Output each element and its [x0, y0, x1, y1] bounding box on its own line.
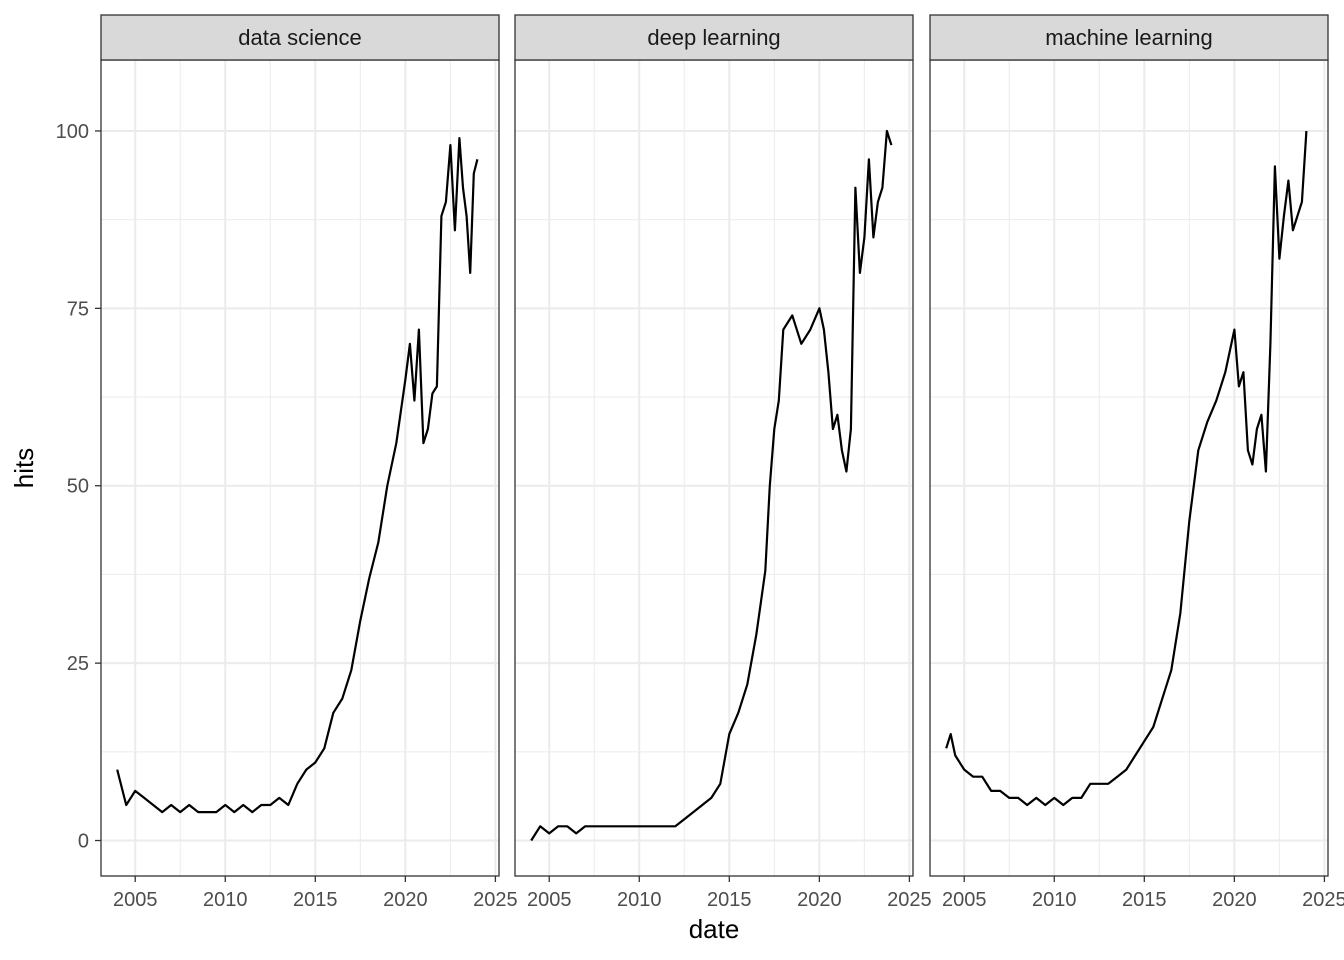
x-tick-label: 2025: [473, 889, 518, 911]
strip-background: [514, 14, 914, 61]
y-tick-label: 0: [78, 831, 89, 853]
panel-background: [515, 60, 913, 876]
x-tick-label: 2020: [797, 889, 842, 911]
x-tick-label: 2015: [1122, 889, 1167, 911]
series-line-deep-learning: [530, 129, 893, 842]
x-tick-label: 2005: [942, 889, 987, 911]
x-tick-label: 2010: [617, 889, 662, 911]
x-tick-label: 2020: [383, 889, 428, 911]
panel-background: [101, 60, 499, 876]
strip-label: deep learning: [647, 25, 780, 50]
facet-panel-machine-learning: machine learning 2005 2010 2015 2020 2025: [929, 14, 1344, 911]
x-tick-label: 2020: [1212, 889, 1257, 911]
y-tick-label: 75: [67, 298, 89, 320]
panel-background: [930, 60, 1328, 876]
x-tick-label: 2005: [113, 889, 158, 911]
x-tick-label: 2015: [707, 889, 752, 911]
y-tick-label: 25: [67, 653, 89, 675]
strip-background: [100, 14, 500, 61]
facet-panel-data-science: data science 2005 2010 2015 2020 2025 0 25 50 75 1…: [56, 14, 518, 911]
x-tick-label: 2005: [527, 889, 572, 911]
series-line-machine-learning: [945, 130, 1308, 807]
x-tick-label: 2025: [887, 889, 932, 911]
x-axis-title: date: [689, 914, 740, 944]
x-tick-label: 2025: [1302, 889, 1344, 911]
x-tick-label: 2010: [203, 889, 248, 911]
y-tick-label: 50: [67, 476, 89, 498]
x-tick-label: 2015: [293, 889, 338, 911]
y-axis-title: hits: [9, 448, 39, 488]
strip-label: data science: [238, 25, 362, 50]
strip-background: [929, 14, 1329, 61]
facet-panels: data science 2005 2010 2015 2020 2025 0 25 50 75 1…: [56, 14, 1344, 911]
x-tick-label: 2010: [1032, 889, 1077, 911]
facet-panel-deep-learning: deep learning 2005 2010 2015 2020 2025: [514, 14, 932, 911]
strip-label: machine learning: [1045, 25, 1213, 50]
y-tick-label: 100: [56, 121, 89, 143]
series-line-data-science: [116, 137, 479, 814]
